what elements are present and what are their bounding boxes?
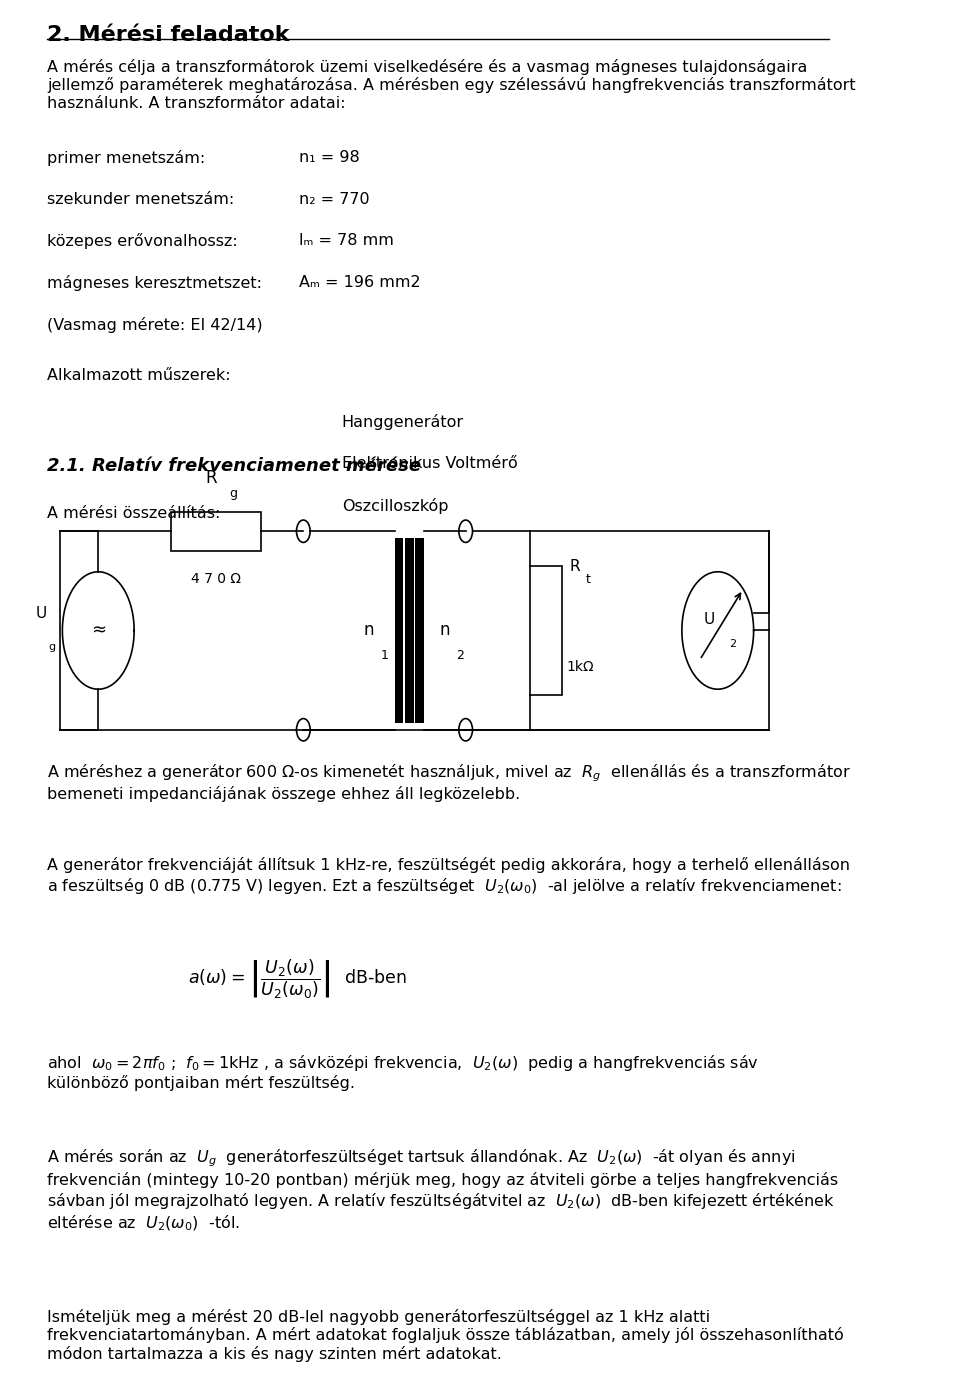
Text: közepes erővonalhossz:: közepes erővonalhossz:	[47, 233, 238, 249]
Text: Elektronikus Voltmérő: Elektronikus Voltmérő	[342, 456, 517, 471]
Text: g: g	[49, 642, 56, 653]
Text: g: g	[228, 488, 237, 500]
Text: n: n	[364, 622, 374, 639]
Text: 2. Mérési feladatok: 2. Mérési feladatok	[47, 25, 290, 45]
Text: Aₘ = 196 mm2: Aₘ = 196 mm2	[300, 275, 420, 291]
Text: A mérési összeállítás:: A mérési összeállítás:	[47, 506, 221, 521]
Text: $a(\omega) = \left|\dfrac{U_2(\omega)}{U_2(\omega_0)}\right|$  dB-ben: $a(\omega) = \left|\dfrac{U_2(\omega)}{U…	[188, 958, 407, 1001]
Text: A mérés célja a transzformátorok üzemi viselkedésére és a vasmag mágneses tulajd: A mérés célja a transzformátorok üzemi v…	[47, 59, 855, 110]
Text: primer menetszám:: primer menetszám:	[47, 150, 205, 165]
Text: R: R	[569, 559, 580, 575]
Text: A méréshez a generátor 600 Ω-os kimenetét használjuk, mivel az  $R_g$  ellenállá: A méréshez a generátor 600 Ω-os kimeneté…	[47, 762, 851, 802]
Text: ≈: ≈	[90, 622, 106, 639]
Text: t: t	[587, 573, 591, 586]
Text: Ismételjük meg a mérést 20 dB-lel nagyobb generátorfeszültséggel az 1 kHz alatti: Ismételjük meg a mérést 20 dB-lel nagyob…	[47, 1309, 844, 1362]
Text: mágneses keresztmetszet:: mágneses keresztmetszet:	[47, 275, 262, 291]
Text: Alkalmazott műszerek:: Alkalmazott műszerek:	[47, 368, 230, 383]
Polygon shape	[416, 538, 423, 723]
Text: U: U	[36, 607, 47, 621]
Polygon shape	[171, 512, 260, 551]
Polygon shape	[395, 538, 403, 723]
Polygon shape	[405, 538, 414, 723]
Text: Oszcilloszkóp: Oszcilloszkóp	[342, 498, 448, 513]
Text: 1kΩ: 1kΩ	[566, 660, 594, 674]
Text: n₁ = 98: n₁ = 98	[300, 150, 360, 165]
Text: n: n	[440, 622, 450, 639]
Text: ahol  $\omega_0 = 2\pi f_0$ ;  $f_0 = 1\mathrm{kHz}$ , a sávközépi frekvencia,  : ahol $\omega_0 = 2\pi f_0$ ; $f_0 = 1\ma…	[47, 1053, 758, 1092]
Text: 1: 1	[380, 649, 389, 663]
Text: 2: 2	[456, 649, 464, 663]
Text: (Vasmag mérete: EI 42/14): (Vasmag mérete: EI 42/14)	[47, 317, 263, 333]
Text: n₂ = 770: n₂ = 770	[300, 192, 370, 207]
Text: Hanggenerátor: Hanggenerátor	[342, 414, 464, 429]
Text: szekunder menetszám:: szekunder menetszám:	[47, 192, 234, 207]
Text: R: R	[205, 468, 217, 487]
Text: U: U	[704, 612, 715, 626]
Text: A generátor frekvenciáját állítsuk 1 kHz-re, feszültségét pedig akkorára, hogy a: A generátor frekvenciáját állítsuk 1 kHz…	[47, 857, 850, 896]
Text: lₘ = 78 mm: lₘ = 78 mm	[300, 233, 394, 249]
Text: A mérés során az  $U_g$  generátorfeszültséget tartsuk állandónak. Az  $U_2(\ome: A mérés során az $U_g$ generátorfeszülts…	[47, 1148, 838, 1233]
Text: 2.1. Relatív frekvenciamenet mérése: 2.1. Relatív frekvenciamenet mérése	[47, 457, 421, 475]
Text: 2: 2	[730, 639, 736, 650]
Text: 4 7 0 Ω: 4 7 0 Ω	[191, 572, 241, 586]
Polygon shape	[530, 566, 563, 695]
